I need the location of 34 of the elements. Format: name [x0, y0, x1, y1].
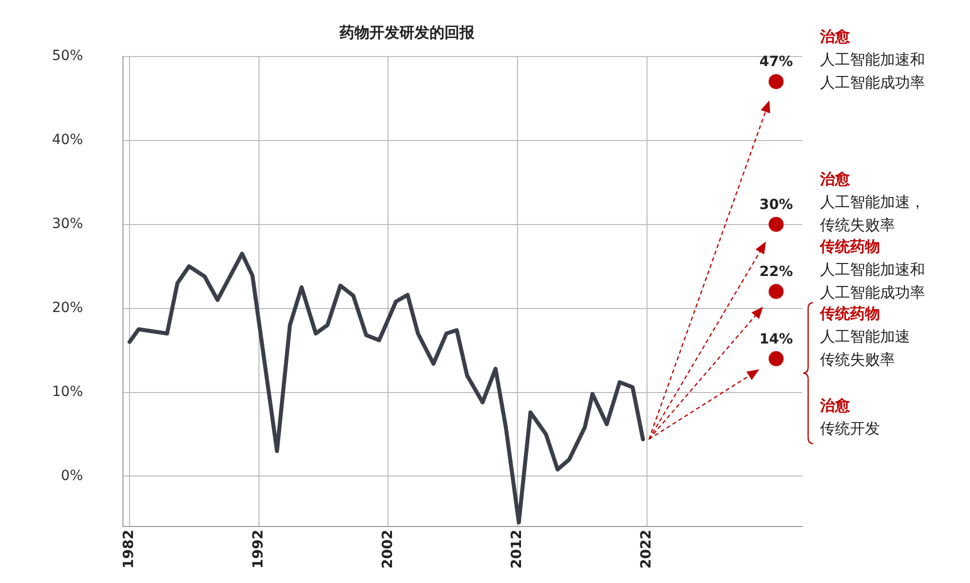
point — [768, 74, 784, 90]
text: 人工智能成功率 — [820, 283, 926, 302]
text: 传统失败率 — [820, 216, 896, 234]
y-tick-label: 20% — [52, 300, 84, 316]
text: 人工智能成功率 — [820, 73, 926, 92]
chart-title: 药物开发研发的回报 — [338, 23, 476, 42]
text: 治愈 — [819, 170, 852, 188]
data-label: 30% — [759, 196, 793, 213]
text: 传统药物 — [819, 304, 880, 323]
text: 人工智能加速和 — [820, 260, 926, 278]
text: 传统开发 — [820, 420, 880, 438]
y-tick-label: 40% — [52, 132, 84, 148]
point — [768, 284, 784, 299]
text: 传统失败率 — [820, 350, 896, 369]
text: 人工智能加速， — [820, 193, 926, 212]
x-tick-label: 1992 — [250, 530, 267, 569]
text: 人工智能加速 — [820, 328, 910, 346]
y-tick-label: 10% — [52, 384, 84, 400]
data-label: 14% — [759, 331, 793, 348]
point — [768, 351, 784, 366]
y-tick-label: 0% — [60, 468, 84, 484]
text: 人工智能加速和 — [820, 50, 926, 68]
text: 传统药物 — [819, 237, 880, 256]
point — [768, 216, 784, 232]
x-tick-label: 2012 — [509, 530, 526, 569]
text: 治愈 — [819, 396, 852, 415]
data-label: 22% — [759, 264, 793, 280]
x-tick-label: 2002 — [380, 530, 396, 569]
y-tick-label: 50% — [52, 48, 84, 64]
y-tick-label: 30% — [52, 216, 84, 232]
x-tick-label: 2022 — [638, 530, 654, 569]
data-label: 47% — [759, 54, 793, 70]
text: 治愈 — [819, 27, 852, 46]
x-tick-label: 1982 — [121, 530, 138, 569]
